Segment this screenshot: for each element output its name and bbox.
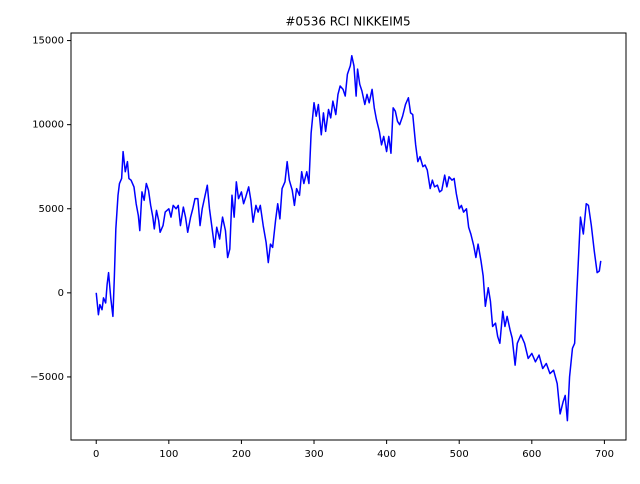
y-tick-label: −5000 <box>30 372 64 383</box>
x-tick-label: 100 <box>159 449 178 460</box>
x-tick-label: 400 <box>377 449 396 460</box>
y-tick-label: 0 <box>58 288 64 299</box>
x-tick-label: 600 <box>522 449 541 460</box>
axes-frame <box>70 32 627 441</box>
x-tick-label: 200 <box>232 449 251 460</box>
y-tick-label: 15000 <box>32 36 64 47</box>
x-tick-label: 500 <box>450 449 469 460</box>
x-tick-label: 700 <box>595 449 614 460</box>
y-tick-label: 5000 <box>39 204 64 215</box>
chart-title: #0536 RCI NIKKEIM5 <box>285 15 410 29</box>
x-tick-label: 0 <box>93 449 99 460</box>
data-line <box>95 54 602 422</box>
x-tick-label: 300 <box>304 449 323 460</box>
y-tick-label: 10000 <box>32 120 64 131</box>
